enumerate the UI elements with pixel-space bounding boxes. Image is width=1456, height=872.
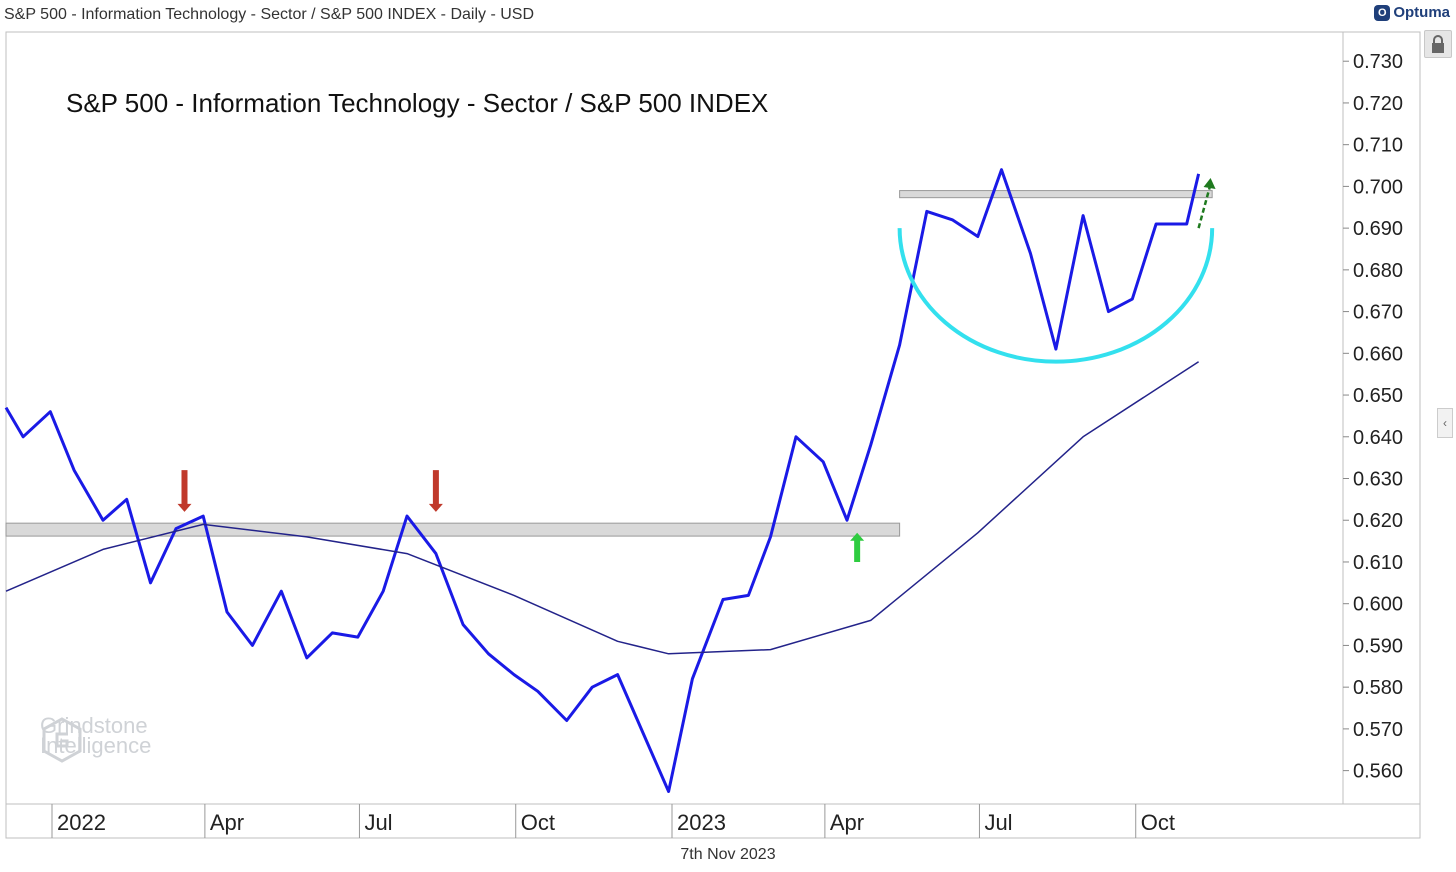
y-tick-label: 0.610 (1353, 552, 1403, 574)
y-tick-label: 0.720 (1353, 93, 1403, 115)
y-tick-label: 0.560 (1353, 761, 1403, 783)
up-arrow-icon (850, 532, 865, 562)
chart-title: S&P 500 - Information Technology - Secto… (66, 88, 768, 118)
chart-header: S&P 500 - Information Technology - Secto… (4, 6, 535, 23)
optuma-logo-icon: O (1374, 4, 1391, 21)
x-tick-label: 2022 (57, 810, 106, 835)
x-tick-label: Oct (1141, 810, 1175, 835)
series-line-moving-average (5, 361, 1200, 655)
x-tick-label: Apr (210, 810, 244, 835)
hexagon-logo-icon (42, 717, 82, 763)
x-tick-label: Oct (521, 810, 555, 835)
resistance-band-0 (5, 522, 901, 537)
chart-date: 7th Nov 2023 (680, 846, 776, 863)
watermark: Grindstone Intelligence (40, 713, 151, 763)
y-tick-label: 0.660 (1353, 343, 1403, 365)
y-tick-label: 0.630 (1353, 469, 1403, 491)
x-tick-label: Jul (364, 810, 392, 835)
y-tick-label: 0.590 (1353, 635, 1403, 657)
y-tick-label: 0.650 (1353, 385, 1403, 407)
rounding-bottom-arc (897, 228, 1215, 363)
resistance-band-1 (899, 190, 1213, 199)
y-tick-label: 0.570 (1353, 719, 1403, 741)
y-tick-label: 0.640 (1353, 427, 1403, 449)
brand: O Optuma (1374, 4, 1450, 21)
breakout-arrow-icon (1203, 178, 1216, 190)
down-arrow-icon (177, 470, 192, 512)
y-tick-label: 0.580 (1353, 677, 1403, 699)
down-arrow-icon (428, 470, 443, 512)
y-tick-label: 0.620 (1353, 510, 1403, 532)
plot-frame (5, 31, 1421, 839)
y-tick-label: 0.680 (1353, 260, 1403, 282)
x-tick-label: 2023 (677, 810, 726, 835)
y-tick-label: 0.710 (1353, 135, 1403, 157)
lock-icon[interactable] (1424, 30, 1452, 58)
y-tick-label: 0.600 (1353, 594, 1403, 616)
watermark-line1: Grindstone (40, 713, 148, 738)
plot-area: 0.560 0.570 0.580 0.590 0.600 0.610 0.620 0.630… (4, 51, 1403, 838)
x-tick-label: Apr (830, 810, 864, 835)
chevron-left-icon[interactable]: ‹ (1437, 408, 1453, 438)
y-tick-label: 0.670 (1353, 302, 1403, 324)
y-tick-label: 0.730 (1353, 51, 1403, 73)
brand-name: Optuma (1393, 4, 1450, 21)
y-tick-label: 0.700 (1353, 176, 1403, 198)
x-tick-label: Jul (984, 810, 1012, 835)
series-line-ratio (4, 168, 1201, 793)
y-tick-label: 0.690 (1353, 218, 1403, 240)
